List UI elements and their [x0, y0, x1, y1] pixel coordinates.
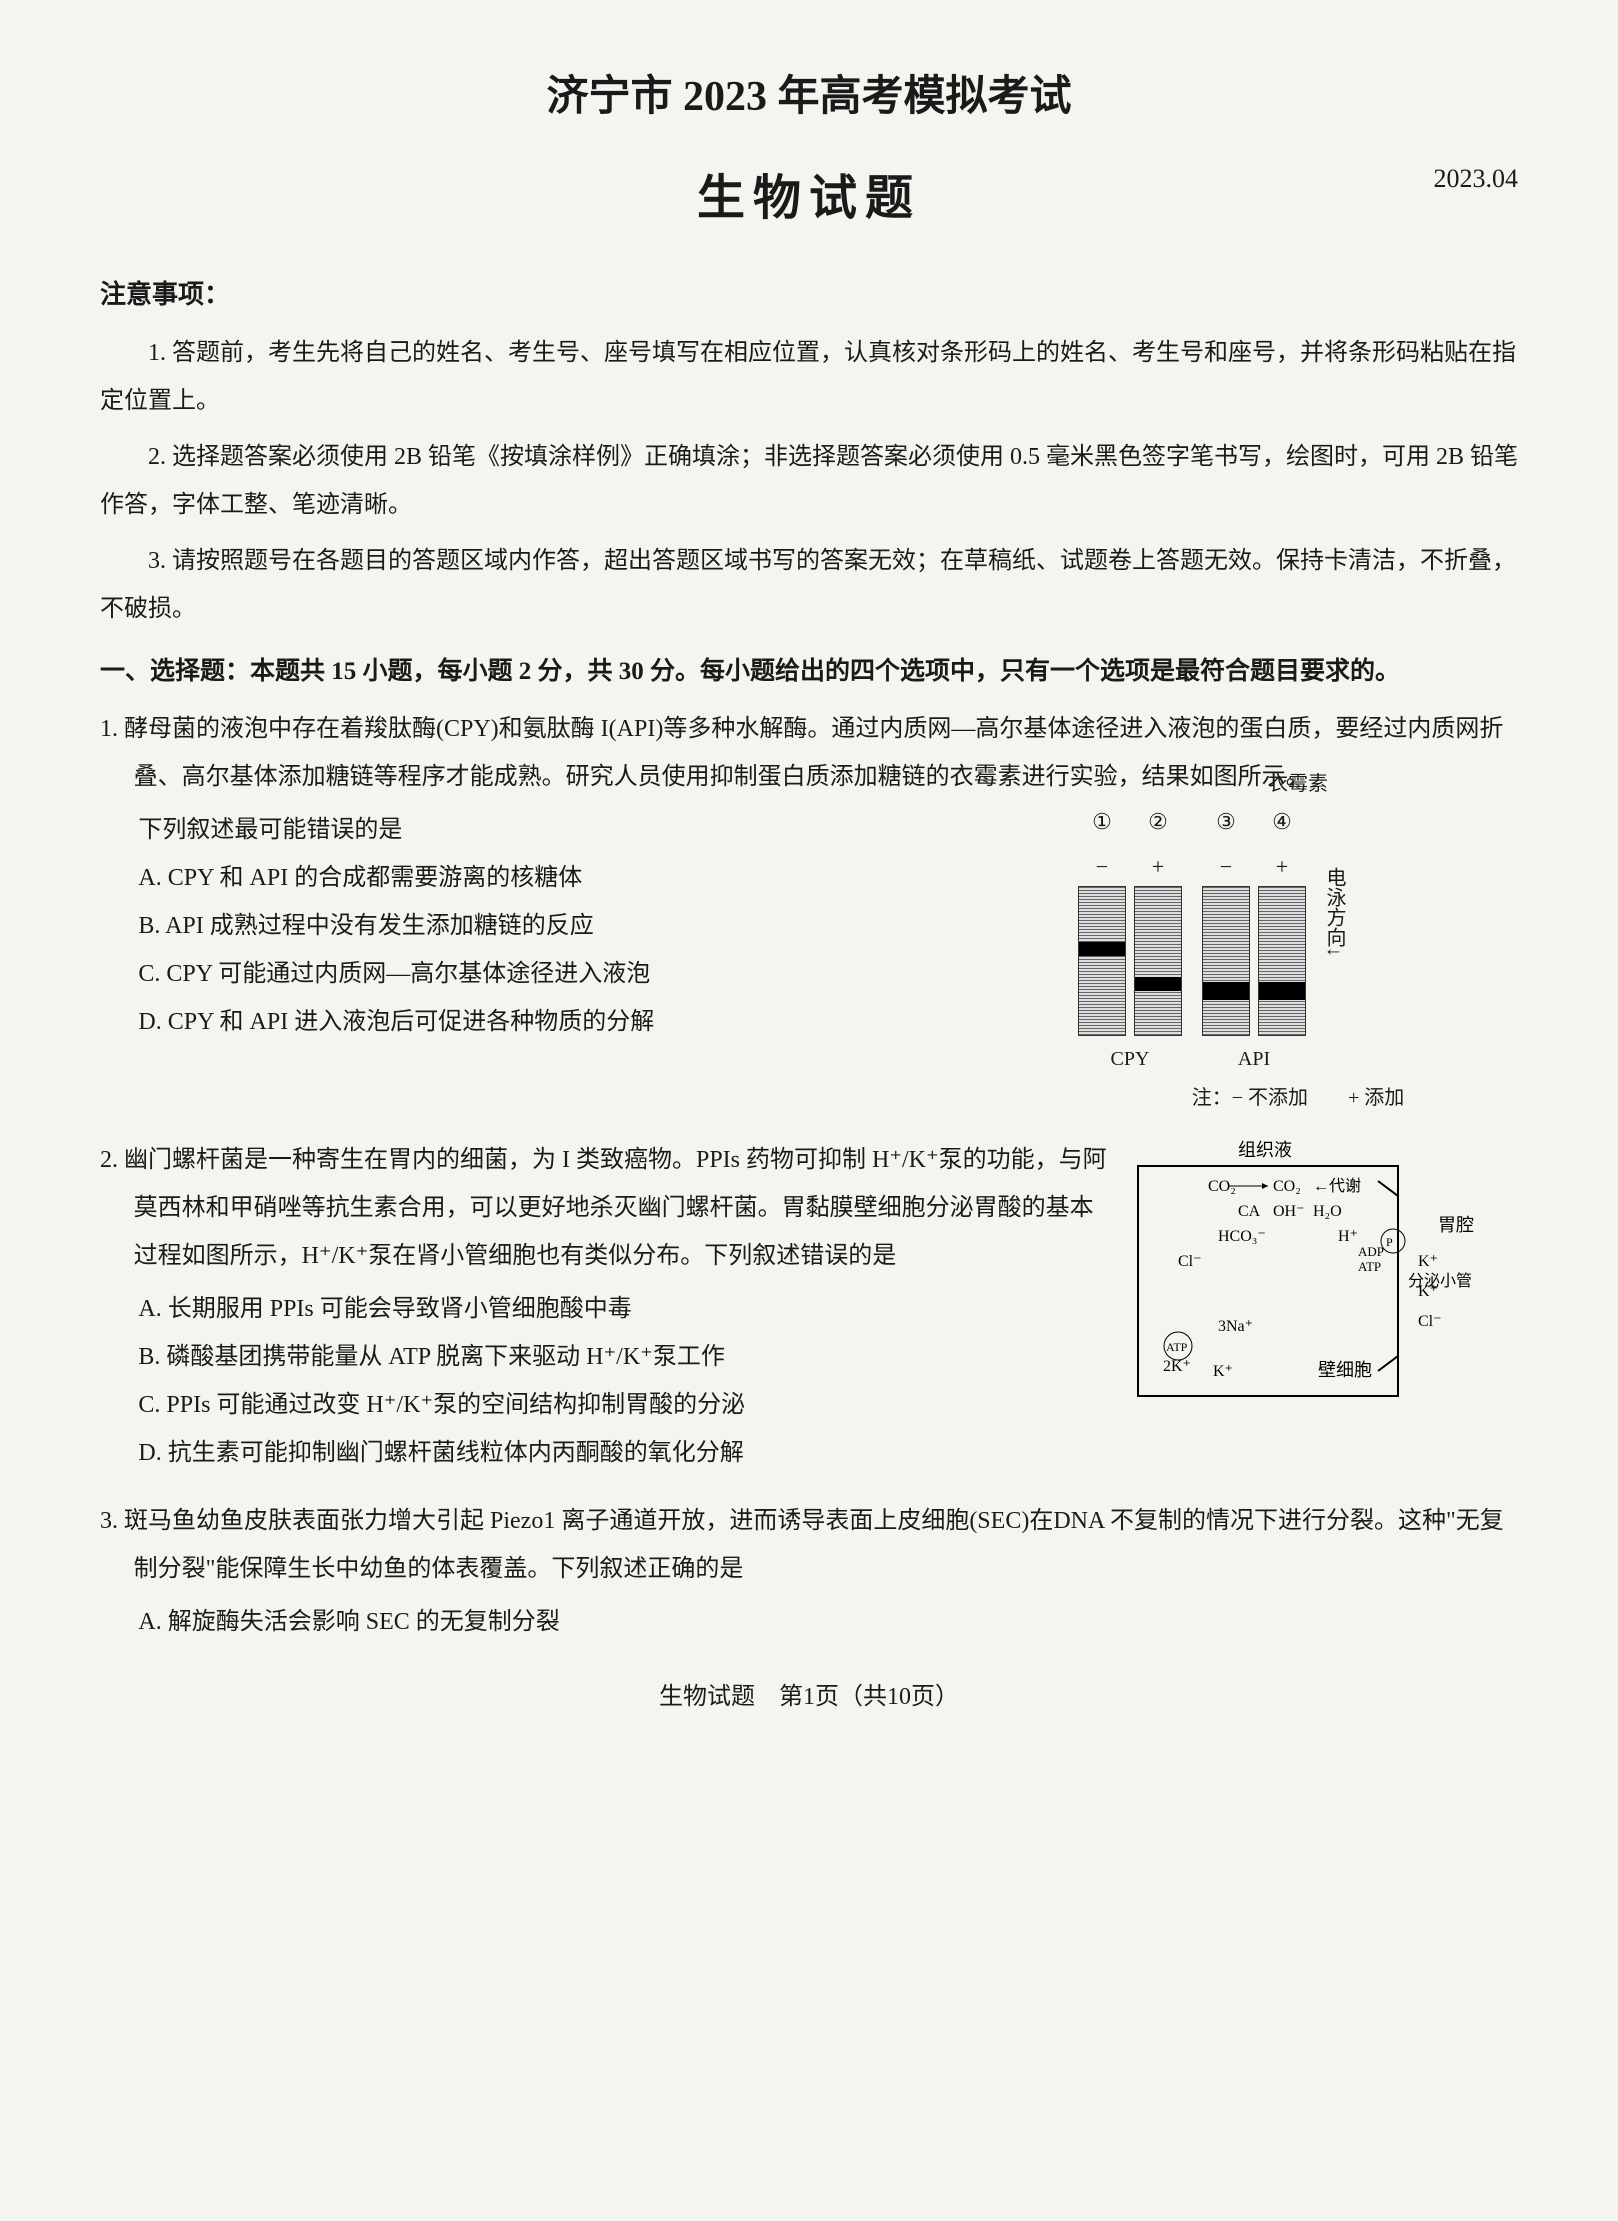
- sub-title-row: 生物试题 2023.04: [100, 156, 1518, 242]
- notice-item-2: 2. 选择题答案必须使用 2B 铅笔《按填涂样例》正确填涂；非选择题答案必须使用…: [100, 433, 1518, 529]
- q2-option-a: A. 长期服用 PPIs 可能会导致肾小管细胞酸中毒: [100, 1285, 1108, 1333]
- svg-text:K⁺: K⁺: [1418, 1253, 1438, 1270]
- gel-lane: [1202, 886, 1250, 1036]
- svg-text:CO₂: CO₂: [1273, 1178, 1301, 1195]
- q2-option-c: C. PPIs 可能通过改变 H⁺/K⁺泵的空间结构抑制胃酸的分泌: [100, 1381, 1108, 1429]
- svg-text:HCO₃⁻: HCO₃⁻: [1218, 1228, 1266, 1245]
- q2-option-d: D. 抗生素可能抑制幽门螺杆菌线粒体内丙酮酸的氧化分解: [100, 1429, 1108, 1477]
- page-footer: 生物试题 第1页（共10页）: [100, 1676, 1518, 1719]
- q1-diagram: 衣霉素 ① ② − + CPY: [1078, 766, 1518, 1116]
- sub-title: 生物试题: [697, 156, 921, 242]
- question-1: 1. 酵母菌的液泡中存在着羧肽酶(CPY)和氨肽酶 I(API)等多种水解酶。通…: [100, 705, 1518, 1116]
- exam-date: 2023.04: [1434, 156, 1519, 203]
- gel-num-4: ④: [1258, 802, 1306, 842]
- gel-footer-cpy: CPY: [1111, 1041, 1150, 1077]
- svg-text:OH⁻: OH⁻: [1273, 1203, 1305, 1220]
- gel-num-2: ②: [1134, 802, 1182, 842]
- q2-diagram: 组织液 CO₂ CO₂ ←代谢 CA OH⁻ H₂O HCO₃⁻ H⁺ P AD…: [1118, 1136, 1518, 1477]
- notice-item-3: 3. 请按照题号在各题目的答题区域内作答，超出答题区域书写的答案无效；在草稿纸、…: [100, 537, 1518, 633]
- gel-band: [1203, 982, 1249, 1000]
- q1-option-c: C. CPY 可能通过内质网—高尔基体途径进入液泡: [100, 950, 1058, 998]
- gel-num-3: ③: [1202, 802, 1250, 842]
- svg-text:H₂O: H₂O: [1313, 1203, 1342, 1220]
- gel-lane: [1258, 886, 1306, 1036]
- svg-text:ATP: ATP: [1166, 1340, 1188, 1354]
- main-title: 济宁市 2023 年高考模拟考试: [100, 60, 1518, 136]
- svg-text:←代谢: ←代谢: [1313, 1177, 1361, 1195]
- gel-band: [1259, 982, 1305, 1000]
- svg-text:组织液: 组织液: [1238, 1140, 1292, 1160]
- q1-diagram-label: 衣霉素: [1078, 766, 1518, 802]
- electrophoresis-direction: 电泳方向↓: [1316, 837, 1352, 987]
- gel-sym-3: −: [1202, 847, 1250, 887]
- gel-sym-1: −: [1078, 847, 1126, 887]
- gel-sym-4: +: [1258, 847, 1306, 887]
- gel-band: [1079, 942, 1125, 956]
- notice-header: 注意事项：: [100, 272, 1518, 319]
- notice-item-1: 1. 答题前，考生先将自己的姓名、考生号、座号填写在相应位置，认真核对条形码上的…: [100, 329, 1518, 425]
- svg-text:Cl⁻: Cl⁻: [1418, 1313, 1442, 1330]
- svg-text:分泌小管: 分泌小管: [1408, 1272, 1472, 1290]
- question-3: 3. 斑马鱼幼鱼皮肤表面张力增大引起 Piezo1 离子通道开放，进而诱导表面上…: [100, 1497, 1518, 1646]
- svg-text:胃腔: 胃腔: [1438, 1215, 1474, 1235]
- q1-option-a: A. CPY 和 API 的合成都需要游离的核糖体: [100, 854, 1058, 902]
- q3-option-a: A. 解旋酶失活会影响 SEC 的无复制分裂: [100, 1598, 1518, 1646]
- gel-lane: [1078, 886, 1126, 1036]
- gel-sym-2: +: [1134, 847, 1182, 887]
- cell-diagram-svg: 组织液 CO₂ CO₂ ←代谢 CA OH⁻ H₂O HCO₃⁻ H⁺ P AD…: [1118, 1136, 1498, 1416]
- svg-text:P: P: [1386, 1235, 1393, 1249]
- gel-band: [1135, 977, 1181, 991]
- svg-text:CA: CA: [1238, 1203, 1261, 1220]
- svg-text:ATP: ATP: [1358, 1259, 1381, 1274]
- gel-num-1: ①: [1078, 802, 1126, 842]
- svg-text:2K⁺: 2K⁺: [1163, 1358, 1191, 1375]
- q1-option-b: B. API 成熟过程中没有发生添加糖链的反应: [100, 902, 1058, 950]
- question-2: 2. 幽门螺杆菌是一种寄生在胃内的细菌，为 I 类致癌物。PPIs 药物可抑制 …: [100, 1136, 1518, 1477]
- q1-option-d: D. CPY 和 API 进入液泡后可促进各种物质的分解: [100, 998, 1058, 1046]
- svg-text:壁细胞: 壁细胞: [1318, 1360, 1372, 1380]
- q2-option-b: B. 磷酸基团携带能量从 ATP 脱离下来驱动 H⁺/K⁺泵工作: [100, 1333, 1108, 1381]
- svg-text:ADP: ADP: [1358, 1244, 1384, 1259]
- gel-lane: [1134, 886, 1182, 1036]
- svg-text:H⁺: H⁺: [1338, 1228, 1358, 1245]
- q2-text: 2. 幽门螺杆菌是一种寄生在胃内的细菌，为 I 类致癌物。PPIs 药物可抑制 …: [100, 1136, 1108, 1280]
- svg-text:3Na⁺: 3Na⁺: [1218, 1318, 1253, 1335]
- q1-prompt: 下列叙述最可能错误的是: [100, 806, 1058, 854]
- svg-text:Cl⁻: Cl⁻: [1178, 1253, 1202, 1270]
- gel-footer-api: API: [1238, 1041, 1270, 1077]
- svg-text:K⁺: K⁺: [1213, 1363, 1233, 1380]
- section-header: 一、选择题：本题共 15 小题，每小题 2 分，共 30 分。每小题给出的四个选…: [100, 648, 1518, 696]
- q3-text: 3. 斑马鱼幼鱼皮肤表面张力增大引起 Piezo1 离子通道开放，进而诱导表面上…: [100, 1497, 1518, 1593]
- gel-legend: 注：− 不添加 + 添加: [1078, 1080, 1518, 1116]
